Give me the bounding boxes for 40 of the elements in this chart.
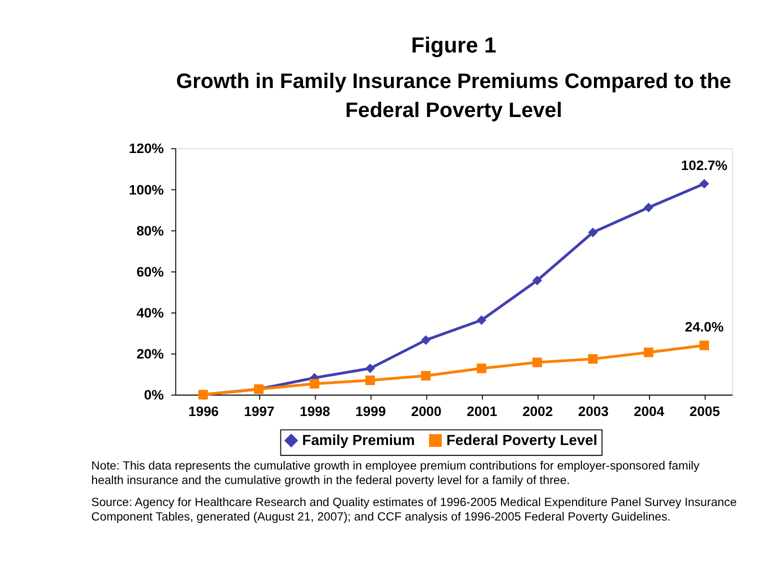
- chart-subtitle: Growth in Family Insurance Premiums Compared to the Federal Poverty Level: [176, 70, 732, 122]
- x-tick-label: 2002: [522, 404, 554, 420]
- y-tick-label: 60%: [136, 264, 164, 280]
- point: [421, 335, 431, 345]
- point: [365, 364, 375, 374]
- y-tick-label: 80%: [136, 223, 164, 238]
- y-tick-label: 20%: [136, 346, 164, 362]
- point: [644, 202, 654, 212]
- legend-label: Family Premium: [302, 433, 415, 450]
- x-tick-label: 2004: [634, 404, 665, 420]
- point: [532, 276, 542, 286]
- x-tick-label: 2005: [689, 404, 720, 420]
- x-tick-label: 1998: [300, 404, 331, 420]
- y-tick-label: 40%: [136, 306, 164, 321]
- legend-label: Federal Poverty Level: [446, 433, 598, 450]
- source-note: Source: Agency for Healthcare Research and Quality estimates of 1996-2005 Medical Expenditure Panel Survey Insurance Component Tables, generated (August 21, 2007); and CCF analysis of 1996-2005 Federal Poverty Guidelines.: [91, 495, 738, 524]
- y-tick-label: 0%: [144, 388, 164, 403]
- x-tick-label: 1997: [244, 404, 275, 420]
- y-tick-label: 100%: [128, 182, 164, 198]
- text: Note: This data represents the cumulative growth in employee premium contributions for employer-sponsored family health insurance and the cumulative growth in the federal poverty level for a family of three.: [91, 458, 700, 488]
- point: [699, 340, 710, 350]
- point: [588, 228, 598, 238]
- data-label: 102.7%: [681, 158, 728, 174]
- x-tick-label: 1999: [355, 404, 386, 420]
- y-tick-label: 120%: [128, 141, 164, 156]
- x-tick-label: 2001: [466, 404, 498, 420]
- point: [699, 178, 710, 189]
- data-label: 24.0%: [684, 320, 724, 335]
- x-tick-label: 2000: [411, 404, 442, 420]
- point: [365, 376, 375, 386]
- chart-title: Figure 1: [411, 32, 496, 58]
- point: [421, 370, 431, 381]
- point: [532, 358, 542, 368]
- point: [644, 348, 654, 358]
- point: [310, 378, 320, 389]
- point: [476, 364, 486, 374]
- point: [588, 354, 598, 364]
- x-tick-label: 2003: [578, 404, 609, 420]
- point: [476, 315, 486, 325]
- x-tick-label: 1996: [188, 404, 220, 420]
